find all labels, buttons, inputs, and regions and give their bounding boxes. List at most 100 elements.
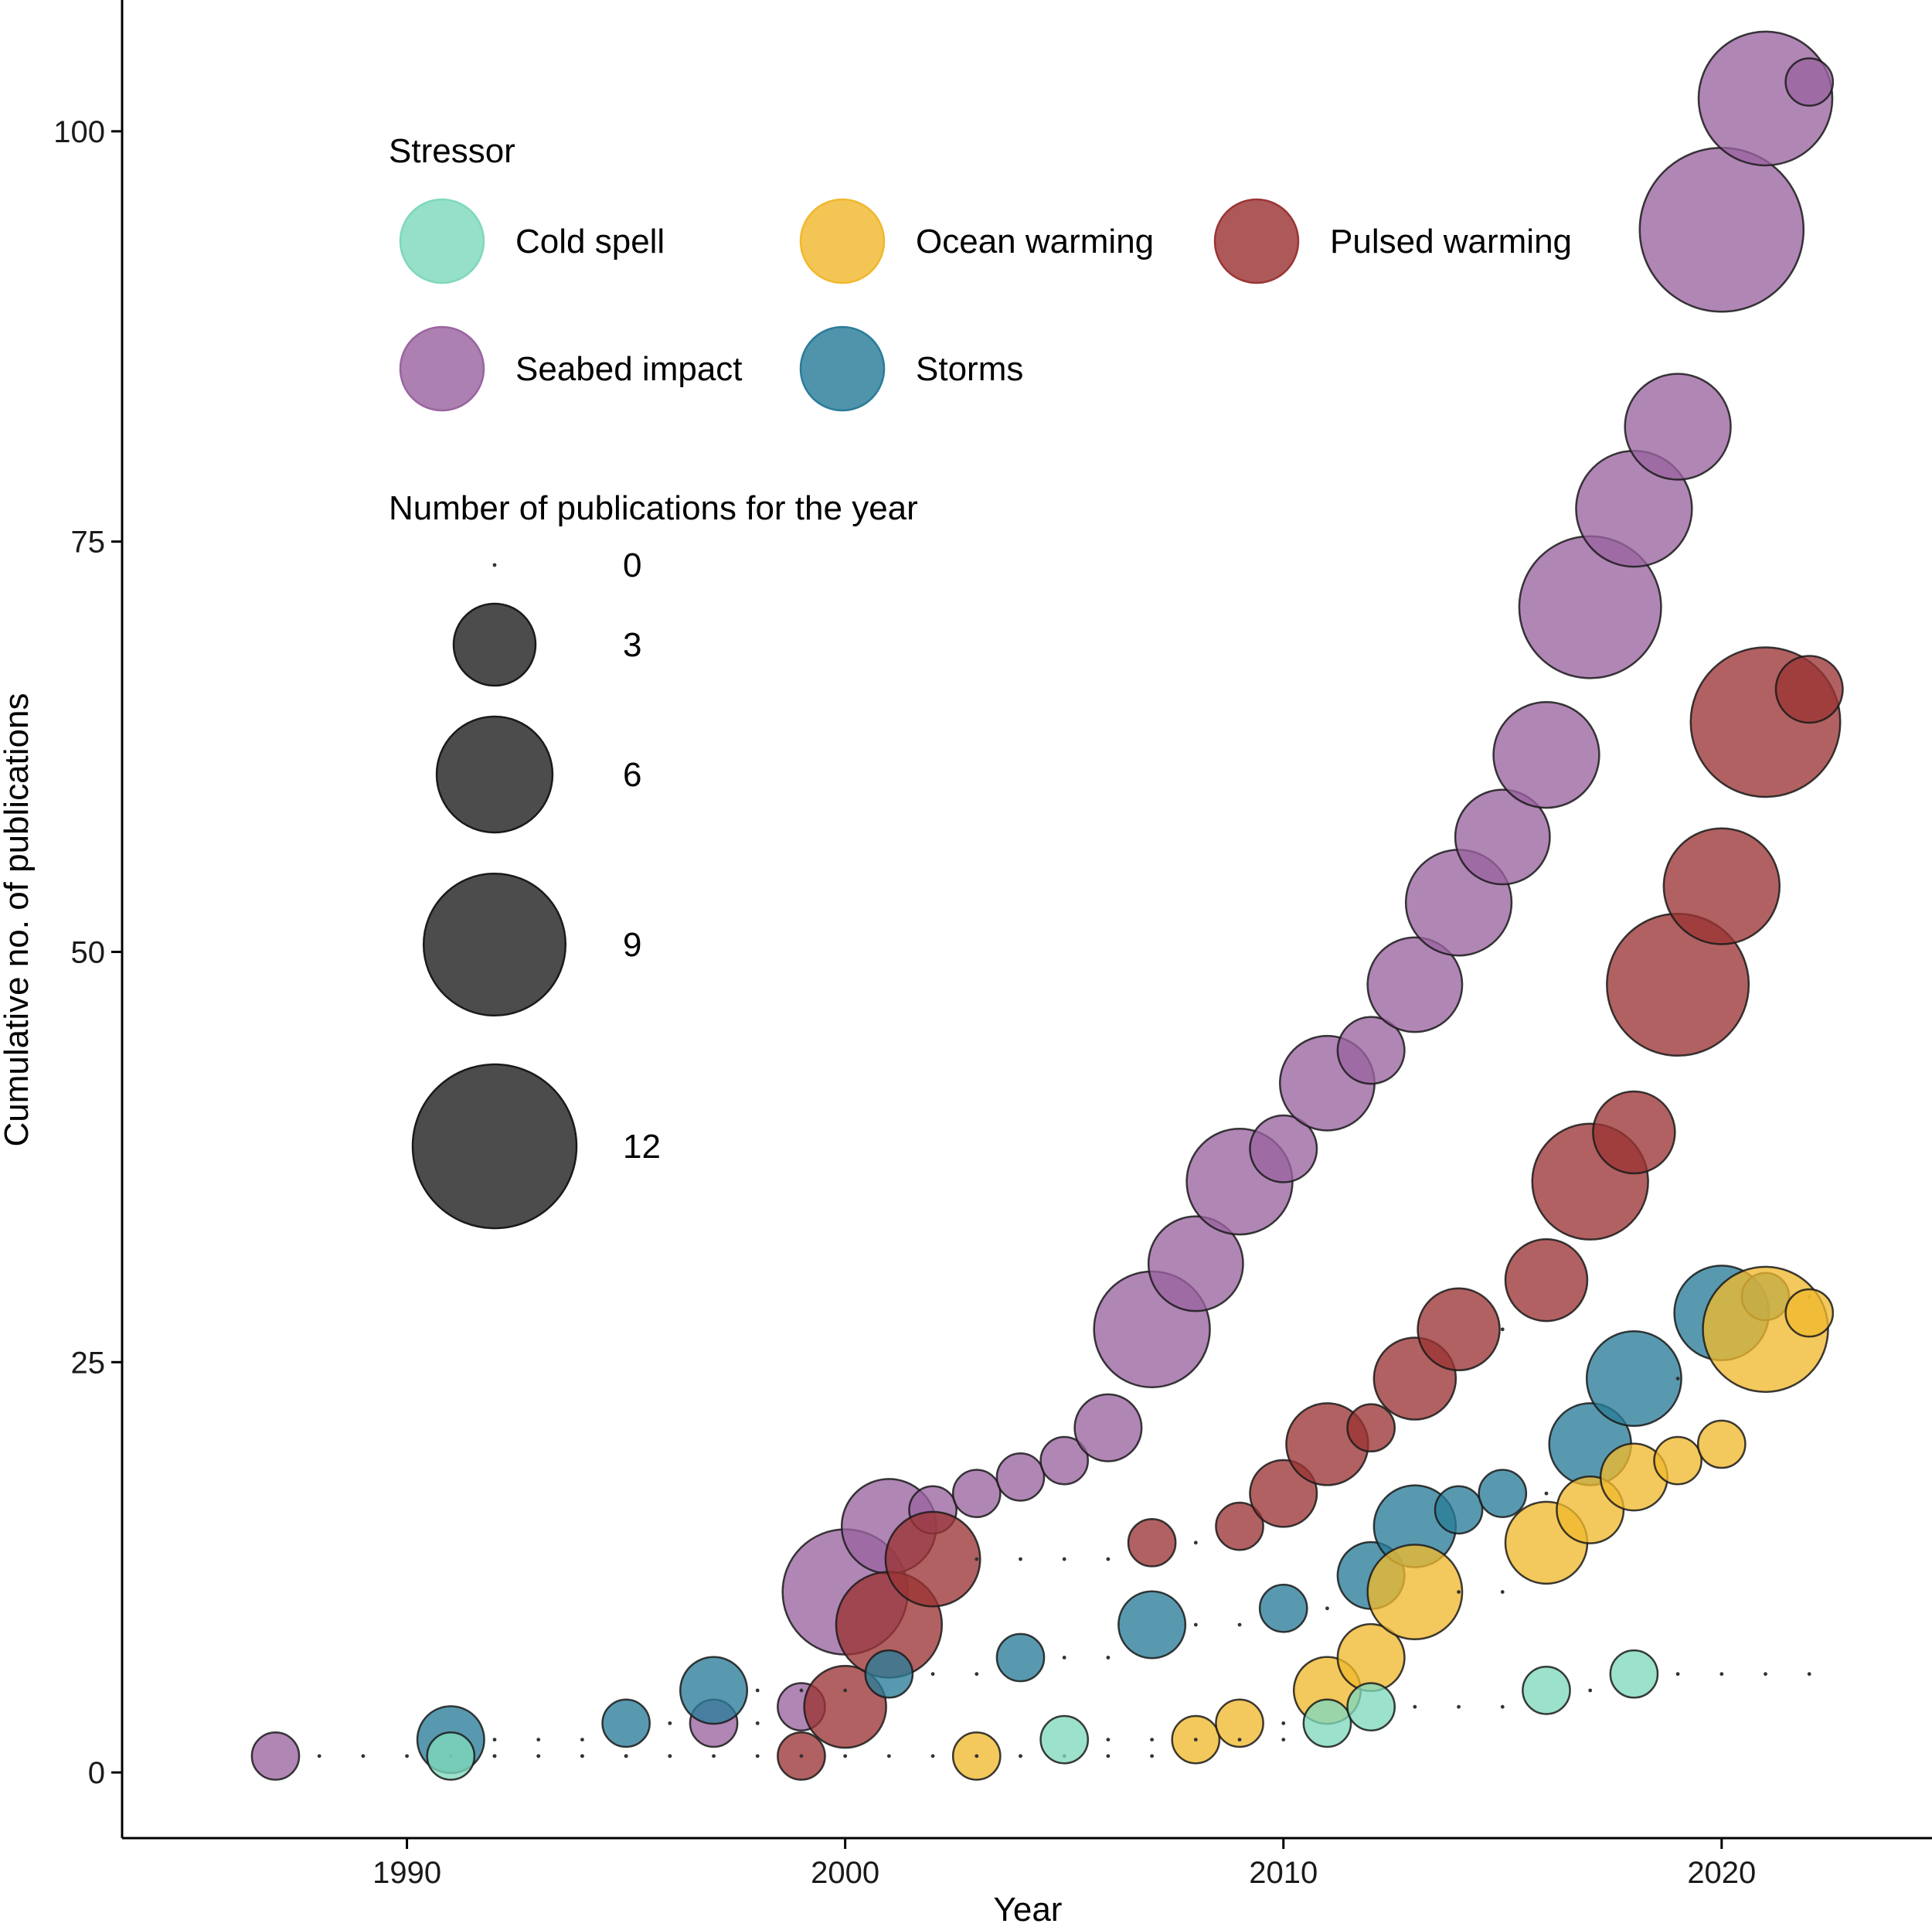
- size-label-0: 0: [623, 546, 641, 584]
- dot-cold-spell-1992: [492, 1754, 497, 1758]
- dot-storms-1992: [492, 1738, 497, 1742]
- dot-cold-spell-1999: [799, 1754, 804, 1758]
- size-key-0: [492, 563, 497, 567]
- legend-key-storms: [799, 325, 886, 412]
- bubble-seabed-impact-1987: [250, 1731, 301, 1781]
- bubble-seabed-impact-2019: [1624, 373, 1732, 481]
- legend-key-seabed-impact: [399, 325, 485, 412]
- bubble-ocean-warming-2022: [1784, 1288, 1835, 1338]
- y-tick-label-50: 50: [71, 935, 106, 969]
- dot-cold-spell-2019: [1675, 1672, 1680, 1677]
- bubble-cold-spell-2012: [1346, 1682, 1396, 1731]
- y-axis-title: Cumulative no. of publications: [0, 693, 36, 1147]
- series-pulsed-warming: [777, 646, 1844, 1781]
- bubble-seabed-impact-2020: [1638, 147, 1805, 313]
- dot-storms-2005: [1062, 1656, 1066, 1660]
- dot-storms-1999: [799, 1688, 804, 1693]
- dot-ocean-warming-2015: [1500, 1590, 1505, 1594]
- bubble-storms-2001: [864, 1649, 914, 1699]
- dot-seabed-impact-1988: [317, 1754, 321, 1758]
- bubble-seabed-impact-2022: [1784, 57, 1835, 107]
- dot-cold-spell-2014: [1457, 1704, 1461, 1709]
- series-seabed-impact: [250, 30, 1835, 1781]
- dot-pulsed-warming-2005: [1062, 1557, 1066, 1561]
- bubble-pulsed-warming-2014: [1417, 1287, 1501, 1372]
- legend-key-cold-spell: [399, 198, 485, 284]
- size-key-3: [452, 602, 537, 687]
- bubble-cold-spell-2005: [1039, 1714, 1090, 1765]
- dot-storms-1998: [755, 1688, 760, 1693]
- color-legend-title: Stressor: [389, 132, 515, 170]
- dot-pulsed-warming-2004: [1019, 1557, 1022, 1561]
- dot-ocean-warming-2007: [1150, 1754, 1155, 1758]
- dot-pulsed-warming-2008: [1193, 1541, 1198, 1545]
- dot-cold-spell-2013: [1413, 1704, 1417, 1709]
- bubble-storms-2007: [1117, 1590, 1187, 1660]
- bubble-seabed-impact-2005: [1039, 1435, 1090, 1486]
- bubble-seabed-impact-2016: [1492, 701, 1600, 809]
- bubble-storms-2004: [995, 1633, 1046, 1683]
- dot-cold-spell-2006: [1106, 1738, 1111, 1742]
- dot-storms-1996: [668, 1721, 672, 1725]
- dot-storms-2003: [975, 1672, 979, 1677]
- y-ticks: 0 25 50 75 100: [53, 115, 122, 1790]
- dot-storms-1993: [536, 1738, 541, 1742]
- legend-label-seabed-impact: Seabed impact: [515, 350, 743, 388]
- bubble-cold-spell-1991: [426, 1731, 476, 1781]
- legend-label-cold-spell: Cold spell: [515, 223, 665, 260]
- dot-cold-spell-2008: [1193, 1738, 1198, 1742]
- bubble-pulsed-warming-2020: [1662, 827, 1781, 945]
- dot-storms-2016: [1544, 1491, 1549, 1496]
- bubble-layer: [250, 30, 1844, 1781]
- size-legend-title: Number of publications for the year: [389, 489, 918, 527]
- dot-pulsed-warming-2003: [975, 1557, 979, 1561]
- bubble-seabed-impact-2004: [995, 1452, 1046, 1502]
- bubble-ocean-warming-2009: [1215, 1698, 1264, 1748]
- dot-cold-spell-2004: [1019, 1754, 1022, 1758]
- bubble-pulsed-warming-2018: [1592, 1090, 1676, 1175]
- dot-ocean-warming-2010: [1281, 1721, 1286, 1725]
- dot-storms-2008: [1193, 1622, 1198, 1627]
- dot-storms-2009: [1237, 1622, 1242, 1627]
- dot-cold-spell-2022: [1807, 1672, 1811, 1677]
- bubble-ocean-warming-2020: [1696, 1419, 1747, 1469]
- x-tick-label-2010: 2010: [1249, 1856, 1318, 1890]
- bubble-seabed-impact-2015: [1454, 788, 1551, 886]
- bubble-pulsed-warming-2016: [1504, 1238, 1589, 1323]
- dot-storms-2002: [930, 1672, 935, 1677]
- dot-cold-spell-1993: [536, 1754, 541, 1758]
- dot-cold-spell-2009: [1237, 1738, 1242, 1742]
- dot-storms-2006: [1106, 1656, 1111, 1660]
- axes: [121, 0, 1932, 1840]
- dot-cold-spell-2007: [1150, 1738, 1155, 1742]
- dot-seabed-impact-1990: [405, 1754, 409, 1758]
- bubble-seabed-impact-2006: [1073, 1393, 1143, 1462]
- dot-cold-spell-2002: [930, 1754, 935, 1758]
- dot-seabed-impact-1998: [755, 1721, 760, 1725]
- x-tick-label-1990: 1990: [372, 1856, 441, 1890]
- bubble-cold-spell-2011: [1302, 1698, 1352, 1748]
- y-tick-label-0: 0: [88, 1756, 105, 1790]
- color-legend: Stressor Cold spell Ocean warming Pulsed w…: [389, 132, 1572, 412]
- bubble-pulsed-warming-2009: [1215, 1501, 1264, 1551]
- bubble-seabed-impact-2010: [1249, 1114, 1318, 1183]
- bubble-storms-2015: [1478, 1469, 1528, 1518]
- bubble-pulsed-warming-2012: [1346, 1403, 1396, 1453]
- dot-cold-spell-2003: [975, 1754, 979, 1758]
- bubble-pulsed-warming-2022: [1774, 655, 1844, 724]
- legend-label-ocean-warming: Ocean warming: [916, 223, 1154, 260]
- dot-cold-spell-1998: [755, 1754, 760, 1758]
- x-ticks: 1990 2000 2010 2020: [372, 1838, 1756, 1890]
- bubble-pulsed-warming-2010: [1249, 1459, 1318, 1528]
- dot-cold-spell-2001: [886, 1754, 891, 1758]
- size-key-6: [435, 715, 554, 834]
- size-label-9: 9: [623, 926, 641, 964]
- bubble-cold-spell-2016: [1522, 1666, 1571, 1715]
- dot-cold-spell-1995: [624, 1754, 628, 1758]
- dot-ocean-warming-2014: [1457, 1590, 1461, 1594]
- series-ocean-warming: [951, 1265, 1835, 1781]
- legend-key-ocean-warming: [799, 198, 886, 284]
- bubble-storms-2010: [1258, 1583, 1308, 1633]
- dot-cold-spell-2010: [1281, 1738, 1286, 1742]
- x-tick-label-2000: 2000: [811, 1856, 879, 1890]
